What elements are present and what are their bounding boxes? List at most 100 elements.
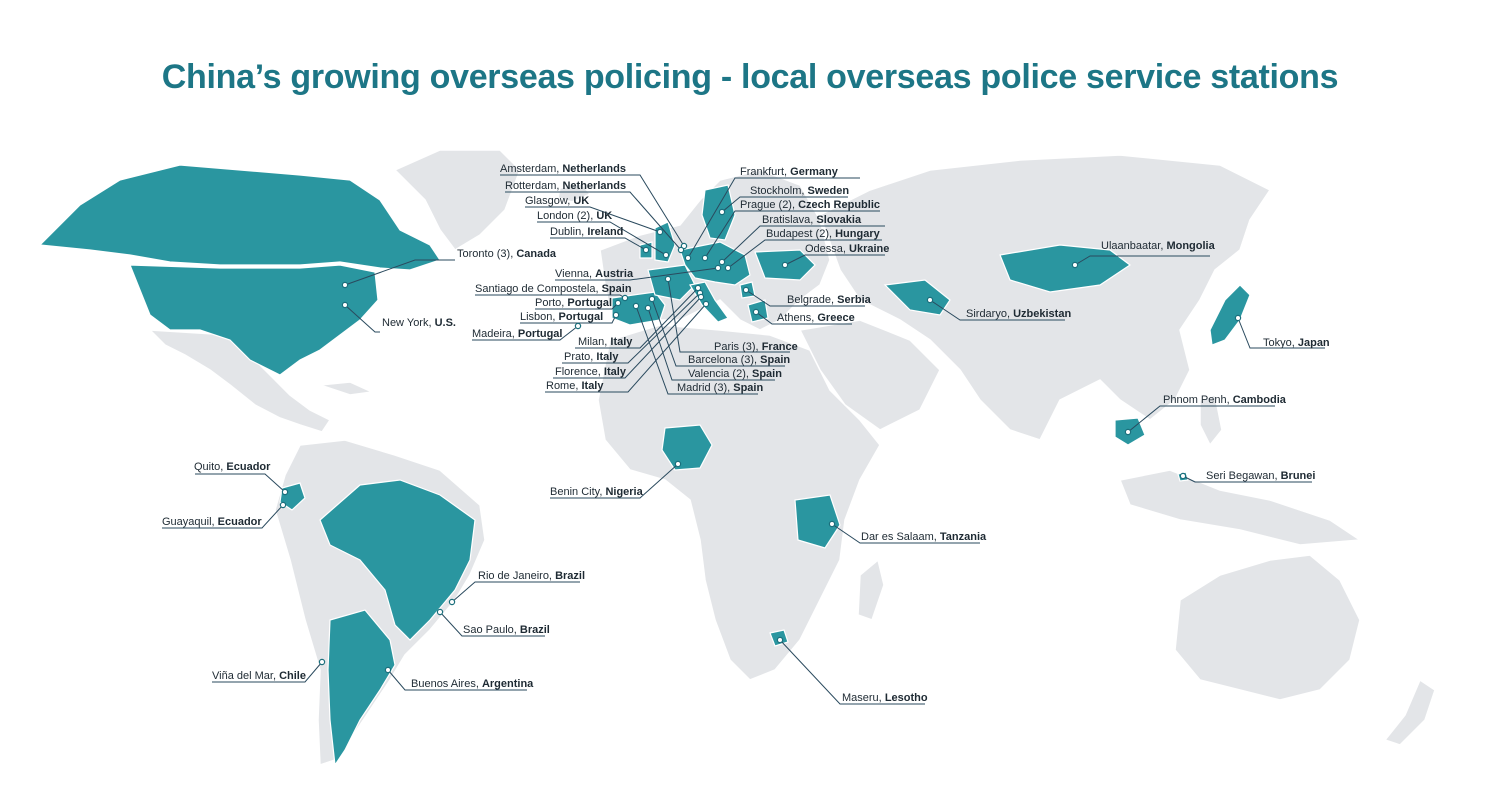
label-barcelona: Barcelona (3), Spain	[688, 354, 790, 366]
marker-santiago	[621, 294, 629, 302]
marker-buenosaires	[384, 666, 392, 674]
marker-guayaquil	[279, 501, 287, 509]
leader-madeira	[472, 325, 579, 341]
leader-daressalaam	[831, 523, 980, 544]
label-daressalaam: Dar es Salaam, Tanzania	[861, 531, 987, 543]
station-labels: Amsterdam, Netherlands Rotterdam, Nether…	[162, 163, 1330, 704]
leader-vina	[212, 661, 323, 683]
label-milan: Milan, Italy	[578, 336, 633, 348]
land-madagascar	[857, 558, 885, 621]
leader-stockholm	[721, 196, 848, 213]
label-athens: Athens, Greece	[777, 312, 855, 324]
marker-glasgow	[656, 228, 664, 236]
leader-bratislava	[721, 225, 885, 263]
label-florence: Florence, Italy	[555, 366, 627, 378]
label-odessa: Odessa, Ukraine	[805, 243, 889, 255]
label-sirdaryo: Sirdaryo, Uzbekistan	[966, 308, 1071, 320]
country-japan	[1209, 284, 1251, 346]
label-amsterdam: Amsterdam, Netherlands	[500, 163, 626, 175]
country-brazil	[319, 479, 476, 641]
label-frankfurt: Frankfurt, Germany	[740, 166, 839, 178]
label-ulaanbaatar: Ulaanbaatar, Mongolia	[1101, 240, 1216, 252]
marker-dublin	[642, 246, 650, 254]
marker-bratislava	[718, 258, 726, 266]
label-toronto: Toronto (3), Canada	[457, 248, 557, 260]
label-tokyo: Tokyo, Japan	[1263, 337, 1330, 349]
leader-lines	[162, 174, 1325, 705]
marker-saopaulo	[436, 608, 444, 616]
land-new-zealand	[1383, 678, 1436, 746]
marker-porto	[614, 299, 622, 307]
marker-toronto	[341, 281, 349, 289]
leader-glasgow	[525, 206, 661, 233]
label-phnompenh: Phnom Penh, Cambodia	[1163, 394, 1287, 406]
marker-valencia	[644, 304, 652, 312]
marker-frankfurt	[684, 254, 692, 262]
marker-rotterdam	[677, 246, 685, 254]
leader-saopaulo	[439, 611, 545, 637]
leader-buenosaires	[387, 669, 527, 691]
label-newyork: New York, U.S.	[382, 317, 456, 329]
label-santiago: Santiago de Compostela, Spain	[475, 283, 632, 295]
leader-guayaquil	[162, 504, 284, 529]
country-mongolia	[999, 244, 1132, 293]
marker-phnompenh	[1124, 428, 1132, 436]
land-indonesia	[1118, 469, 1363, 546]
marker-newyork	[341, 301, 349, 309]
marker-rio	[448, 598, 456, 606]
leader-athens	[755, 311, 852, 325]
label-brunei: Seri Begawan, Brunei	[1206, 470, 1315, 482]
label-porto: Porto, Portugal	[535, 297, 612, 309]
leader-quito	[195, 473, 286, 493]
label-rome: Rome, Italy	[546, 380, 604, 392]
leader-maseru	[779, 639, 925, 705]
leader-rome	[545, 303, 707, 393]
leader-newyork	[344, 304, 380, 333]
marker-madeira	[574, 322, 582, 330]
label-stockholm: Stockholm, Sweden	[750, 185, 849, 197]
leader-amsterdam	[500, 174, 685, 247]
country-argentina	[327, 609, 396, 767]
leader-phnompenh	[1127, 405, 1275, 433]
land-iceland	[557, 183, 592, 203]
country-france	[647, 264, 696, 301]
label-glasgow: Glasgow, UK	[525, 195, 589, 207]
leader-budapest	[727, 239, 882, 269]
marker-quito	[281, 488, 289, 496]
marker-belgrade	[742, 286, 750, 294]
marker-stockholm	[718, 208, 726, 216]
leader-toronto	[344, 259, 455, 286]
leader-vienna	[555, 267, 719, 281]
country-central-europe	[679, 241, 751, 286]
leader-madrid	[635, 305, 758, 395]
country-sweden	[701, 184, 736, 241]
label-lisbon: Lisbon, Portugal	[520, 311, 603, 323]
land-middle-east	[798, 319, 941, 431]
marker-daressalaam	[828, 520, 836, 528]
country-tanzania	[794, 494, 841, 549]
marker-benin	[674, 460, 682, 468]
map-title: China’s growing overseas policing - loca…	[161, 58, 1339, 96]
label-valencia: Valencia (2), Spain	[688, 368, 782, 380]
marker-sirdaryo	[926, 296, 934, 304]
station-markers	[279, 208, 1242, 674]
leader-london	[537, 221, 667, 256]
marker-budapest	[724, 264, 732, 272]
label-quito: Quito, Ecuador	[194, 461, 271, 473]
label-guayaquil: Guayaquil, Ecuador	[162, 516, 262, 528]
leader-rio	[451, 581, 580, 603]
country-nigeria	[661, 424, 713, 471]
land-australia	[1174, 554, 1361, 701]
marker-vienna	[714, 264, 722, 272]
marker-barcelona	[648, 295, 656, 303]
leader-odessa	[784, 254, 885, 266]
label-belgrade: Belgrade, Serbia	[787, 294, 872, 306]
marker-paris	[664, 275, 672, 283]
marker-tokyo	[1234, 314, 1242, 322]
leader-sirdaryo	[929, 299, 1065, 321]
label-saopaulo: Sao Paulo, Brazil	[463, 624, 550, 636]
label-bratislava: Bratislava, Slovakia	[762, 214, 862, 226]
marker-vina	[318, 658, 326, 666]
marker-lisbon	[612, 311, 620, 319]
label-maseru: Maseru, Lesotho	[842, 692, 928, 704]
